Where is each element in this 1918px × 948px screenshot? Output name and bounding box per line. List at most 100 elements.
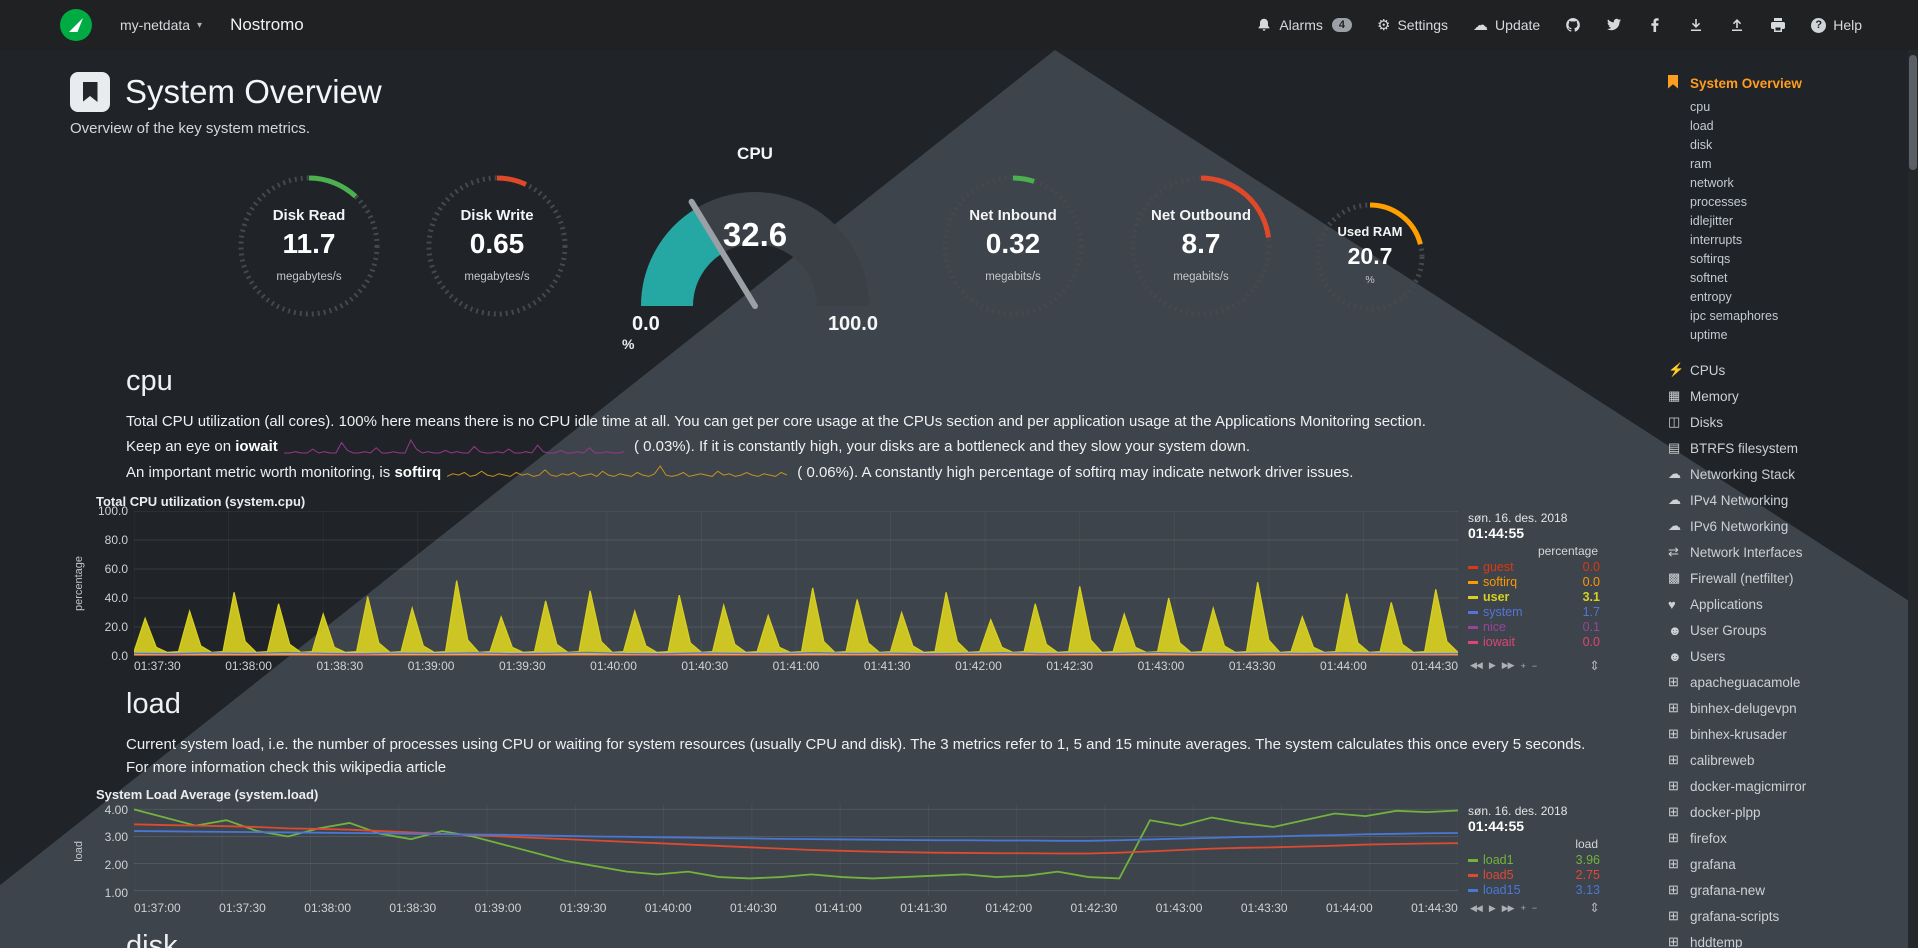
section-load: load Current system load, i.e. the numbe… [70, 688, 1660, 917]
sidebar-item-user-groups[interactable]: ☻ User Groups [1668, 617, 1906, 643]
gauge-net-outbound[interactable]: Net Outbound 8.7 megabits/s [1112, 172, 1290, 325]
sidebar-item-label: calibreweb [1690, 752, 1755, 768]
sidebar-item-firewall-netfilter[interactable]: ▩ Firewall (netfilter) [1668, 565, 1906, 591]
sidebar-subitem-load[interactable]: load [1690, 119, 1714, 133]
sidebar-item-binhex-krusader[interactable]: ⊞ binhex-krusader [1668, 721, 1906, 747]
sidebar-item-label: Users [1690, 648, 1726, 664]
sidebar-item-docker-magicmirror[interactable]: ⊞ docker-magicmirror [1668, 773, 1906, 799]
sidebar-subitem-interrupts[interactable]: interrupts [1690, 233, 1743, 247]
sidebar-item-network-interfaces[interactable]: ⇄ Network Interfaces [1668, 539, 1906, 565]
sidebar-item-system-overview[interactable]: System Overview [1668, 70, 1906, 96]
twitter-button[interactable] [1606, 17, 1622, 33]
sidebar-item-grafana-scripts[interactable]: ⊞ grafana-scripts [1668, 903, 1906, 929]
chart-cpu[interactable]: Total CPU utilization (system.cpu) percen… [70, 494, 1600, 674]
legend-item-guest[interactable]: guest 0.0 [1468, 560, 1600, 575]
load-snapshot-button[interactable] [1729, 17, 1745, 33]
play-button[interactable]: ▶ [1488, 902, 1496, 913]
y-tick-label: 4.00 [104, 802, 128, 817]
skip-back-button[interactable]: ◀◀ [1470, 660, 1483, 671]
zoom-out-button[interactable]: − [1531, 660, 1537, 671]
legend-label: load1 [1483, 853, 1514, 868]
legend-item-nice[interactable]: nice 0.1 [1468, 620, 1600, 635]
sidebar-item-grafana[interactable]: ⊞ grafana [1668, 851, 1906, 877]
skip-back-button[interactable]: ◀◀ [1470, 902, 1483, 913]
update-button[interactable]: ☁ Update [1473, 17, 1540, 33]
legend-item-load15[interactable]: load15 3.13 [1468, 883, 1600, 898]
sidebar-item-docker-plpp[interactable]: ⊞ docker-plpp [1668, 799, 1906, 825]
chart-resize-handle[interactable]: ⇕ [1589, 657, 1600, 673]
legend-item-iowait[interactable]: iowait 0.0 [1468, 635, 1600, 650]
y-tick-label: 0.0 [111, 648, 128, 663]
sidebar-item-binhex-delugevpn[interactable]: ⊞ binhex-delugevpn [1668, 695, 1906, 721]
legend-item-system[interactable]: system 1.7 [1468, 605, 1600, 620]
legend-item-load1[interactable]: load1 3.96 [1468, 853, 1600, 868]
zoom-out-button[interactable]: − [1531, 903, 1537, 914]
sidebar-item-users[interactable]: ☻ Users [1668, 643, 1906, 669]
sidebar-subitem-ipc-semaphores[interactable]: ipc semaphores [1690, 309, 1779, 323]
sidebar-subitem-entropy[interactable]: entropy [1690, 290, 1732, 304]
sidebar-subitem-cpu[interactable]: cpu [1690, 100, 1711, 114]
gauge-disk-write[interactable]: Disk Write 0.65 megabytes/s [408, 172, 586, 325]
scrollbar-thumb[interactable] [1909, 55, 1917, 170]
sidebar-subitem-ram[interactable]: ram [1690, 157, 1712, 171]
save-snapshot-button[interactable] [1688, 17, 1704, 33]
hostname[interactable]: Nostromo [230, 15, 304, 34]
legend-value: 0.0 [1582, 574, 1600, 589]
chart-plot[interactable] [134, 804, 1458, 896]
gauge-disk-read[interactable]: Disk Read 11.7 megabytes/s [220, 172, 398, 325]
legend-item-softirq[interactable]: softirq 0.0 [1468, 575, 1600, 590]
x-tick-label: 01:40:30 [681, 658, 729, 673]
memory-icon: ▦ [1668, 388, 1681, 403]
user-icon: ☻ [1668, 648, 1682, 664]
sidebar-item-ipv4-networking[interactable]: ☁ IPv4 Networking [1668, 487, 1906, 513]
sidebar-item-firefox[interactable]: ⊞ firefox [1668, 825, 1906, 851]
sidebar-item-ipv6-networking[interactable]: ☁ IPv6 Networking [1668, 513, 1906, 539]
sidebar-item-hddtemp[interactable]: ⊞ hddtemp [1668, 929, 1906, 948]
sidebar-item-memory[interactable]: ▦ Memory [1668, 383, 1906, 409]
x-tick-label: 01:44:00 [1325, 901, 1373, 916]
zoom-in-button[interactable]: + [1520, 660, 1526, 671]
legend-value: 0.1 [1582, 619, 1600, 634]
skip-forward-button[interactable]: ▶▶ [1501, 660, 1515, 671]
sidebar-item-btrfs-filesystem[interactable]: ▤ BTRFS filesystem [1668, 435, 1906, 461]
sidebar-subitem-softirqs[interactable]: softirqs [1690, 252, 1731, 266]
sidebar-item-disks[interactable]: ◫ Disks [1668, 409, 1906, 435]
sidebar-subitem-processes[interactable]: processes [1690, 195, 1747, 209]
sidebar-subitem-network[interactable]: network [1690, 176, 1734, 190]
gauge-units: megabits/s [1173, 270, 1229, 283]
sidebar-subitem-disk[interactable]: disk [1690, 138, 1713, 152]
zoom-in-button[interactable]: + [1520, 903, 1526, 914]
sidebar-item-grafana-new[interactable]: ⊞ grafana-new [1668, 877, 1906, 903]
legend-item-user[interactable]: user 3.1 [1468, 590, 1600, 605]
chart-load[interactable]: System Load Average (system.load) load 4.0… [70, 787, 1600, 916]
legend-item-load5[interactable]: load5 2.75 [1468, 868, 1600, 883]
gauge-cpu[interactable]: CPU 32.6 0.0 100.0% [610, 144, 900, 352]
x-tick-label: 01:39:30 [559, 901, 607, 916]
bookmark-icon [1668, 74, 1690, 92]
inline-sparkline-softirq [446, 464, 788, 481]
sidebar-subitem-softnet[interactable]: softnet [1690, 271, 1728, 285]
sidebar-item-apacheguacamole[interactable]: ⊞ apacheguacamole [1668, 669, 1906, 695]
sidebar-subitem-idlejitter[interactable]: idlejitter [1690, 214, 1734, 228]
my-netdata-menu[interactable]: my-netdata ▾ [120, 17, 202, 33]
sidebar-item-cpus[interactable]: ⚡ CPUs [1668, 357, 1906, 383]
netdata-logo[interactable] [60, 9, 92, 41]
help-button[interactable]: ? Help [1811, 17, 1862, 33]
facebook-button[interactable] [1647, 17, 1663, 33]
page-scrollbar[interactable] [1908, 50, 1918, 948]
alarms-button[interactable]: Alarms 4 [1256, 17, 1352, 33]
chart-resize-handle[interactable]: ⇕ [1589, 900, 1600, 916]
skip-forward-button[interactable]: ▶▶ [1501, 902, 1515, 913]
sidebar-item-calibreweb[interactable]: ⊞ calibreweb [1668, 747, 1906, 773]
chart-plot[interactable] [134, 511, 1458, 656]
cpu-description: Total CPU utilization (all cores). 100% … [126, 413, 1426, 430]
github-button[interactable] [1565, 17, 1581, 33]
sidebar-item-networking-stack[interactable]: ☁ Networking Stack [1668, 461, 1906, 487]
settings-button[interactable]: ⚙ Settings [1377, 17, 1448, 33]
gauge-net-inbound[interactable]: Net Inbound 0.32 megabits/s [924, 172, 1102, 325]
play-button[interactable]: ▶ [1488, 660, 1496, 671]
sidebar-subitem-uptime[interactable]: uptime [1690, 328, 1728, 342]
print-button[interactable] [1770, 17, 1786, 33]
sidebar-item-applications[interactable]: ♥ Applications [1668, 591, 1906, 617]
gauge-used-ram[interactable]: Used RAM 20.7% [1300, 199, 1440, 320]
